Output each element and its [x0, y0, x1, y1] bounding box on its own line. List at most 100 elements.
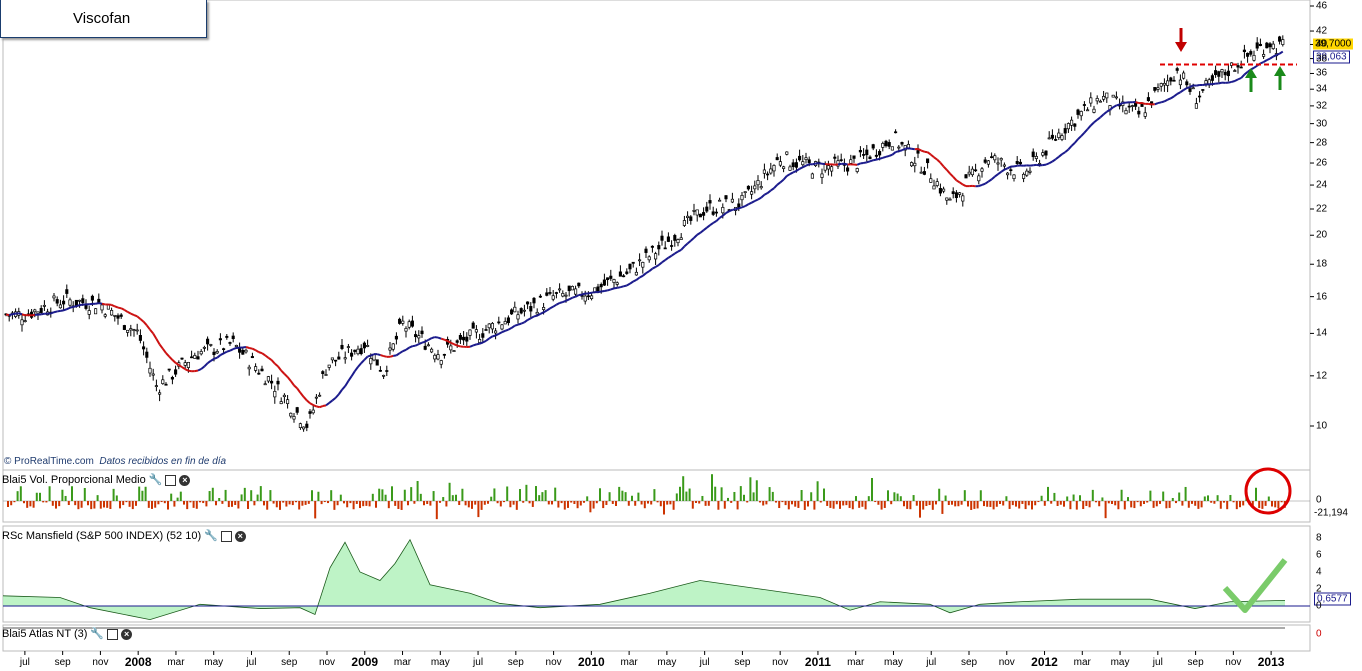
wrench-icon[interactable]: 🔧 [90, 627, 105, 640]
ma-segment [651, 266, 657, 270]
candle-body [964, 174, 968, 179]
volume-bar [1223, 501, 1225, 503]
ma-segment [1058, 153, 1063, 158]
volume-bar [733, 491, 736, 501]
volume-bar [349, 501, 352, 504]
ma-segment [418, 341, 423, 346]
volume-bar [631, 495, 633, 501]
ma-segment [482, 339, 487, 344]
volume-bar [419, 493, 422, 501]
candle-body [244, 349, 248, 353]
ma-segment [111, 303, 116, 308]
ma-segment [1189, 84, 1194, 88]
volume-bar [1136, 501, 1139, 503]
candle-body [39, 308, 43, 313]
volume-bar [947, 501, 950, 506]
volume-bar [42, 501, 45, 503]
window-icon[interactable] [107, 628, 119, 640]
volume-bar [1085, 501, 1088, 506]
ma-segment [686, 239, 692, 245]
window-icon[interactable] [165, 474, 177, 486]
candle-body [1246, 52, 1250, 57]
candle-body [788, 166, 792, 171]
volume-bar [208, 491, 211, 501]
candle-body [695, 209, 699, 216]
candle-body [52, 295, 56, 299]
price-y-tick-label: 30 [1316, 118, 1328, 130]
candle-body [375, 359, 379, 366]
candle-body [94, 308, 98, 315]
candle-body [1188, 88, 1192, 92]
volume-bar [656, 501, 659, 503]
ma-segment [1157, 101, 1162, 105]
volume-indicator-label[interactable]: Blai5 Vol. Proporcional Medio 🔧 × [2, 472, 191, 488]
candle-body [87, 310, 91, 315]
candle-body [324, 374, 328, 376]
atlas-indicator-label[interactable]: Blai5 Atlas NT (3) 🔧 × [2, 626, 133, 642]
x-tick-label: 2013 [1257, 655, 1285, 669]
candle-body [132, 329, 136, 331]
candle-body [68, 299, 72, 306]
candle-body [353, 349, 357, 352]
volume-bar [842, 501, 845, 506]
ma-segment [309, 402, 314, 406]
volume-bar [659, 501, 662, 507]
ma-segment [789, 171, 794, 175]
watermark: © ProRealTime.com Datos recibidos en fin… [4, 456, 226, 467]
ma-segment [607, 288, 612, 292]
volume-bar [1069, 501, 1072, 510]
candle-body [206, 338, 210, 345]
candle-body [887, 142, 891, 147]
volume-bar [829, 501, 832, 508]
ma-segment [296, 387, 302, 394]
volume-bar [979, 490, 982, 501]
rsc-indicator-label[interactable]: RSc Mansfield (S&P 500 INDEX) (52 10) 🔧 … [2, 528, 246, 544]
volume-bar [1210, 501, 1213, 503]
candle-body [100, 304, 104, 311]
volume-bar [1034, 501, 1037, 506]
price-y-tick-label: 22 [1316, 203, 1328, 215]
candle-body [135, 329, 139, 332]
volume-bar [32, 501, 35, 508]
wrench-icon[interactable]: 🔧 [148, 473, 163, 486]
ma-segment [782, 175, 788, 181]
ma-segment [63, 308, 68, 312]
candle-body [228, 342, 232, 344]
candle-body [874, 154, 878, 157]
volume-bar [864, 501, 867, 510]
candle-body [826, 165, 830, 170]
volume-bar [615, 501, 617, 506]
candle-body [103, 314, 107, 317]
x-tick-label: 2010 [577, 655, 605, 669]
ma-segment [1253, 64, 1258, 69]
volume-bar [861, 501, 864, 507]
ma-segment [424, 339, 429, 343]
volume-bar [16, 491, 19, 501]
candle-body [804, 157, 808, 160]
volume-bar [691, 501, 694, 509]
candle-body [90, 295, 94, 301]
candle-body [62, 300, 66, 305]
ma-segment [760, 194, 766, 199]
window-icon[interactable] [220, 530, 232, 542]
x-tick-label: may [884, 657, 903, 668]
ma-segment [1106, 108, 1111, 113]
candle-body [1226, 70, 1230, 77]
volume-bar [995, 501, 998, 507]
candle-body [1140, 103, 1144, 107]
candle-body [494, 330, 498, 334]
close-icon[interactable]: × [179, 474, 191, 486]
wrench-icon[interactable]: 🔧 [204, 529, 218, 542]
volume-bar [227, 501, 230, 508]
volume-bar [1040, 495, 1043, 501]
volume-bar [272, 501, 275, 504]
volume-bar [669, 501, 672, 505]
ma-segment [1119, 101, 1124, 106]
close-icon[interactable]: × [234, 530, 246, 542]
volume-bar [951, 501, 953, 505]
close-icon[interactable]: × [121, 628, 133, 640]
ma-segment [203, 362, 209, 368]
ma-segment [1266, 57, 1271, 62]
volume-bar [800, 490, 803, 501]
candle-body [382, 374, 386, 377]
